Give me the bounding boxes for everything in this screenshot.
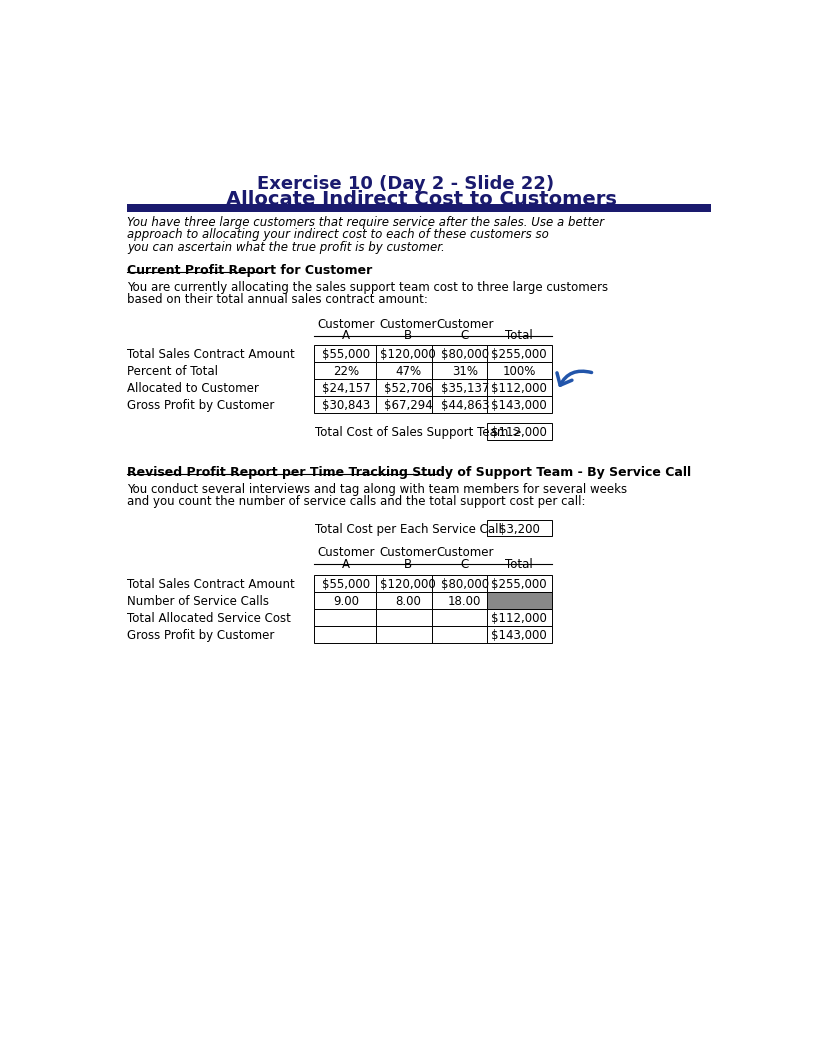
Text: $143,000: $143,000 bbox=[491, 398, 547, 411]
Text: B: B bbox=[404, 330, 413, 342]
Text: Customer: Customer bbox=[380, 318, 437, 331]
Text: $120,000: $120,000 bbox=[381, 578, 436, 591]
Bar bbox=[127, 204, 711, 211]
Bar bbox=[376, 345, 441, 361]
Text: A: A bbox=[342, 330, 350, 342]
Text: Customer: Customer bbox=[380, 546, 437, 559]
Bar bbox=[432, 345, 498, 361]
Bar bbox=[314, 609, 379, 626]
Text: Total: Total bbox=[505, 558, 533, 571]
Text: Total Sales Contract Amount: Total Sales Contract Amount bbox=[127, 348, 295, 360]
Bar bbox=[432, 395, 498, 412]
Text: Current Profit Report for Customer: Current Profit Report for Customer bbox=[127, 264, 373, 277]
Text: Total Allocated Service Cost: Total Allocated Service Cost bbox=[127, 612, 291, 625]
Text: Customer: Customer bbox=[318, 318, 375, 331]
Bar bbox=[487, 395, 551, 412]
Bar bbox=[376, 395, 441, 412]
Text: Customer: Customer bbox=[436, 546, 493, 559]
Text: Percent of Total: Percent of Total bbox=[127, 365, 218, 377]
Text: 31%: 31% bbox=[452, 365, 478, 377]
Text: B: B bbox=[404, 558, 413, 571]
Text: 18.00: 18.00 bbox=[449, 595, 481, 608]
Bar bbox=[314, 395, 379, 412]
Text: $35,137: $35,137 bbox=[440, 382, 489, 394]
Bar bbox=[487, 626, 551, 643]
Text: $112,000: $112,000 bbox=[491, 382, 547, 394]
Text: $143,000: $143,000 bbox=[491, 629, 547, 642]
Bar bbox=[432, 361, 498, 378]
Bar bbox=[487, 361, 551, 378]
Bar bbox=[432, 609, 498, 626]
Bar bbox=[487, 609, 551, 626]
Text: $255,000: $255,000 bbox=[491, 578, 547, 591]
Bar bbox=[376, 378, 441, 395]
Text: $52,706: $52,706 bbox=[384, 382, 432, 394]
Bar bbox=[432, 592, 498, 609]
Text: 8.00: 8.00 bbox=[395, 595, 422, 608]
Bar bbox=[487, 345, 551, 361]
Bar bbox=[487, 378, 551, 395]
Bar bbox=[487, 520, 551, 537]
Text: Total Cost per Each Service Call: Total Cost per Each Service Call bbox=[315, 522, 502, 536]
Text: $30,843: $30,843 bbox=[322, 398, 370, 411]
Text: Customer: Customer bbox=[318, 546, 375, 559]
Text: Customer: Customer bbox=[436, 318, 493, 331]
Bar bbox=[487, 575, 551, 592]
Text: C: C bbox=[461, 330, 469, 342]
Text: Allocated to Customer: Allocated to Customer bbox=[127, 382, 259, 394]
Text: You are currently allocating the sales support team cost to three large customer: You are currently allocating the sales s… bbox=[127, 281, 608, 294]
Bar bbox=[376, 575, 441, 592]
Text: $112,000: $112,000 bbox=[491, 612, 547, 625]
Bar bbox=[376, 609, 441, 626]
Text: $24,157: $24,157 bbox=[322, 382, 371, 394]
Text: Gross Profit by Customer: Gross Profit by Customer bbox=[127, 398, 275, 411]
Text: Gross Profit by Customer: Gross Profit by Customer bbox=[127, 629, 275, 642]
Text: C: C bbox=[461, 558, 469, 571]
Text: $80,000: $80,000 bbox=[440, 578, 489, 591]
Bar bbox=[432, 378, 498, 395]
Text: Total Sales Contract Amount: Total Sales Contract Amount bbox=[127, 578, 295, 591]
Text: Allocate Indirect Cost to Customers: Allocate Indirect Cost to Customers bbox=[226, 190, 617, 209]
Bar bbox=[487, 423, 551, 440]
Bar bbox=[314, 626, 379, 643]
Text: 47%: 47% bbox=[395, 365, 422, 377]
Text: $55,000: $55,000 bbox=[322, 578, 370, 591]
Text: A: A bbox=[342, 558, 350, 571]
Bar bbox=[314, 345, 379, 361]
Text: $112,000: $112,000 bbox=[491, 426, 547, 440]
Text: $255,000: $255,000 bbox=[491, 348, 547, 360]
Text: and you count the number of service calls and the total support cost per call:: and you count the number of service call… bbox=[127, 495, 586, 508]
Text: approach to allocating your indirect cost to each of these customers so: approach to allocating your indirect cos… bbox=[127, 228, 549, 241]
Bar bbox=[376, 592, 441, 609]
Text: 100%: 100% bbox=[502, 365, 536, 377]
Bar bbox=[376, 626, 441, 643]
Bar bbox=[314, 592, 379, 609]
Text: Revised Profit Report per Time Tracking Study of Support Team - By Service Call: Revised Profit Report per Time Tracking … bbox=[127, 466, 691, 479]
Text: You have three large customers that require service after the sales. Use a bette: You have three large customers that requ… bbox=[127, 217, 604, 229]
Bar bbox=[376, 361, 441, 378]
Bar bbox=[314, 575, 379, 592]
Text: $67,294: $67,294 bbox=[384, 398, 433, 411]
Text: 9.00: 9.00 bbox=[333, 595, 359, 608]
FancyArrowPatch shape bbox=[557, 371, 592, 385]
Bar bbox=[432, 575, 498, 592]
Text: $80,000: $80,000 bbox=[440, 348, 489, 360]
Bar bbox=[432, 626, 498, 643]
Text: 22%: 22% bbox=[333, 365, 359, 377]
Text: $55,000: $55,000 bbox=[322, 348, 370, 360]
Text: You conduct several interviews and tag along with team members for several weeks: You conduct several interviews and tag a… bbox=[127, 483, 627, 496]
Text: $3,200: $3,200 bbox=[498, 522, 539, 536]
Bar bbox=[314, 378, 379, 395]
Text: Total: Total bbox=[505, 330, 533, 342]
Text: $120,000: $120,000 bbox=[381, 348, 436, 360]
Text: based on their total annual sales contract amount:: based on their total annual sales contra… bbox=[127, 293, 428, 307]
Text: Total Cost of Sales Support Team >: Total Cost of Sales Support Team > bbox=[315, 426, 522, 440]
Text: you can ascertain what the true profit is by customer.: you can ascertain what the true profit i… bbox=[127, 241, 444, 254]
Text: Exercise 10 (Day 2 - Slide 22): Exercise 10 (Day 2 - Slide 22) bbox=[257, 174, 554, 192]
Text: $44,863: $44,863 bbox=[440, 398, 489, 411]
Bar bbox=[487, 592, 551, 609]
Text: Number of Service Calls: Number of Service Calls bbox=[127, 595, 269, 608]
Bar bbox=[314, 361, 379, 378]
